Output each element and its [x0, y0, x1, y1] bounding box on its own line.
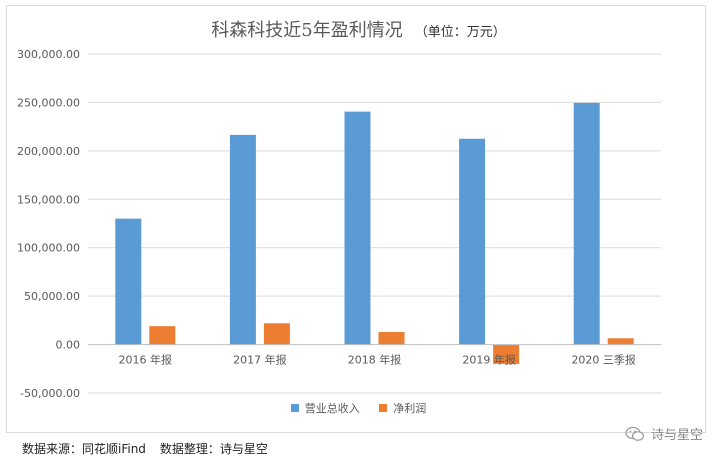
bar-net-profit — [263, 323, 290, 345]
bar-net-profit — [493, 344, 520, 364]
legend-item-net-profit: 净利润 — [379, 400, 426, 416]
bar-revenue — [573, 102, 600, 345]
y-tick-label: 100,000.00 — [17, 242, 80, 255]
footer-compiler: 数据整理：诗与星空 — [159, 442, 268, 456]
watermark: 诗与星空 — [625, 424, 703, 446]
x-tick-label: 2020 三季报 — [571, 353, 636, 367]
chart-legend: 营业总收入 净利润 — [0, 400, 717, 416]
bar-revenue — [344, 111, 371, 345]
bar-revenue — [115, 218, 142, 345]
bar-net-profit — [378, 331, 405, 345]
legend-swatch-revenue — [290, 404, 299, 412]
legend-label-revenue: 营业总收入 — [304, 402, 360, 415]
legend-swatch-net-profit — [379, 404, 388, 412]
chart-title: 科森科技近5年盈利情况 — [211, 20, 403, 41]
legend-item-revenue: 营业总收入 — [290, 400, 360, 416]
bar-revenue — [229, 134, 256, 345]
x-tick-label: 2018 年报 — [348, 353, 402, 367]
bar-net-profit — [149, 326, 176, 345]
y-tick-label: 300,000.00 — [17, 48, 80, 61]
chart-unit-note: （单位：万元） — [414, 25, 506, 40]
chart-title-row: 科森科技近5年盈利情况 （单位：万元） — [0, 16, 717, 42]
x-tick-label: 2016 年报 — [119, 353, 173, 367]
bar-net-profit — [607, 338, 634, 345]
x-tick-label: 2017 年报 — [233, 353, 287, 367]
x-tick-label: 2019 年报 — [462, 353, 516, 367]
footer-source: 数据来源：同花顺iFind — [22, 442, 146, 456]
y-tick-label: -50,000.00 — [20, 387, 80, 400]
y-tick-label: 50,000.00 — [24, 290, 80, 303]
legend-label-net-profit: 净利润 — [393, 402, 427, 415]
y-tick-label: 0.00 — [56, 339, 81, 352]
y-tick-label: 250,000.00 — [17, 96, 80, 109]
wechat-icon — [625, 426, 645, 446]
bar-revenue — [459, 138, 486, 345]
y-tick-label: 200,000.00 — [17, 145, 80, 158]
footer: 数据来源：同花顺iFind 数据整理：诗与星空 — [22, 440, 282, 457]
watermark-text: 诗与星空 — [650, 428, 703, 443]
y-tick-label: 150,000.00 — [17, 193, 80, 206]
